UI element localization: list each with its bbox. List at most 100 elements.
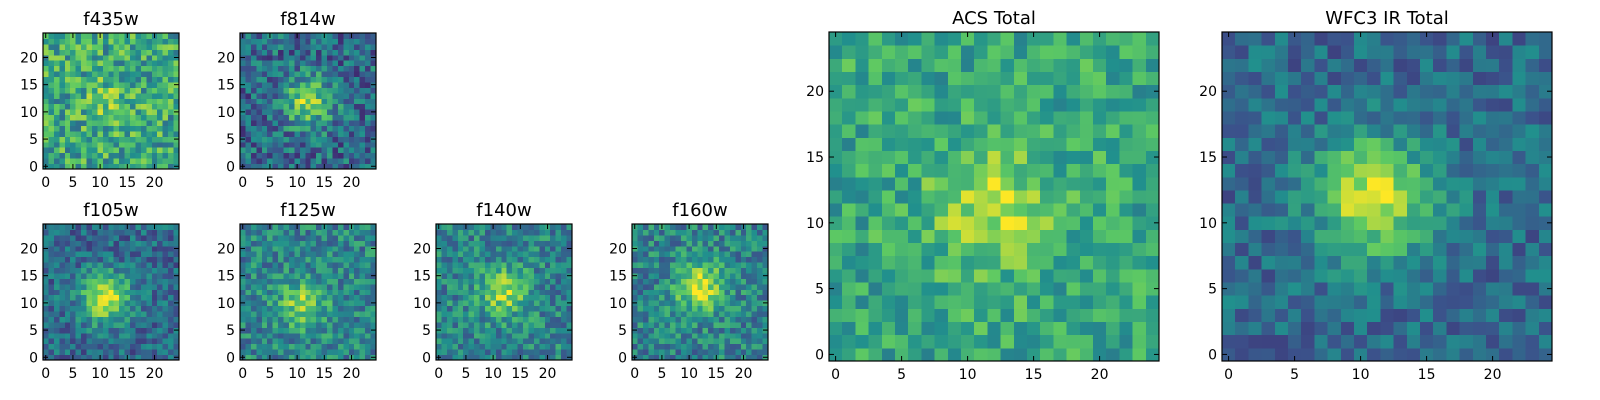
heatmap-cell	[1380, 268, 1395, 283]
heatmap-cell	[544, 262, 551, 269]
heatmap-cell	[495, 240, 502, 247]
heatmap-cell	[75, 125, 82, 132]
heatmap-cell	[102, 278, 109, 285]
heatmap-cell	[719, 267, 725, 274]
heatmap-cell	[130, 114, 136, 121]
heatmap-cell	[495, 300, 502, 307]
heatmap-cell	[544, 338, 551, 345]
heatmap-cell	[908, 308, 922, 323]
heatmap-cell	[1000, 229, 1015, 244]
heatmap-cell	[157, 327, 164, 334]
heatmap-cell	[256, 256, 263, 263]
heatmap-cell	[130, 38, 136, 45]
heatmap-cell	[108, 87, 115, 94]
heatmap-cell	[97, 98, 104, 105]
heatmap-cell	[75, 81, 82, 88]
heatmap-cell	[664, 229, 671, 236]
heatmap-cell	[53, 33, 60, 39]
heatmap-cell	[245, 256, 252, 263]
heatmap-cell	[463, 229, 470, 236]
heatmap-cell	[561, 289, 568, 296]
heatmap-cell	[294, 81, 301, 88]
heatmap-cell	[327, 229, 333, 236]
heatmap-cell	[75, 327, 82, 334]
heatmap-cell	[446, 251, 453, 258]
heatmap-cell	[81, 321, 88, 328]
heatmap-cell	[365, 311, 372, 317]
heatmap-cell	[1367, 150, 1381, 165]
heatmap-cell	[528, 289, 535, 296]
heatmap-cell	[53, 125, 60, 132]
heatmap-cell	[1314, 282, 1329, 296]
heatmap-cell	[97, 294, 104, 301]
heatmap-cell	[135, 229, 142, 236]
heatmap-cell	[947, 58, 962, 72]
heatmap-cell	[102, 125, 109, 132]
heatmap-cell	[119, 267, 126, 274]
heatmap-cell	[113, 38, 120, 45]
heatmap-cell	[719, 305, 725, 312]
heatmap-cell	[173, 283, 180, 290]
heatmap-cell	[729, 256, 736, 263]
heatmap-cell	[348, 316, 355, 323]
heatmap-cell	[539, 224, 546, 230]
heatmap-cell	[278, 136, 285, 143]
heatmap-cell	[272, 229, 279, 236]
heatmap-cell	[91, 283, 98, 290]
heatmap-cell	[332, 294, 339, 301]
heatmap-cell	[691, 240, 698, 247]
heatmap-cell	[135, 125, 142, 132]
heatmap-cell	[855, 97, 870, 112]
heatmap-cell	[1132, 203, 1147, 217]
heatmap-cell	[881, 124, 896, 138]
heatmap-cell	[240, 262, 246, 269]
heatmap-cell	[97, 38, 104, 45]
heatmap-cell	[974, 203, 988, 217]
heatmap-cell	[119, 71, 126, 78]
heatmap-cell	[974, 124, 988, 138]
heatmap-cell	[987, 229, 1002, 244]
heatmap-cell	[119, 38, 126, 45]
heatmap-cell	[157, 54, 164, 61]
heatmap-cell	[868, 321, 883, 336]
heatmap-cell	[102, 103, 109, 110]
heatmap-cell	[1406, 347, 1421, 362]
heatmap-cell	[659, 262, 666, 269]
heatmap-cell	[316, 229, 323, 236]
heatmap-cell	[1288, 242, 1302, 257]
heatmap-cell	[151, 245, 158, 252]
heatmap-cell	[539, 294, 546, 301]
heatmap-cell	[1274, 229, 1289, 244]
heatmap-cell	[168, 152, 175, 159]
heatmap-cell	[457, 234, 464, 241]
heatmap-cell	[555, 240, 562, 247]
heatmap-cell	[337, 262, 344, 269]
heatmap-cell	[934, 110, 949, 125]
heatmap-cell	[1235, 229, 1249, 244]
heatmap-cell	[332, 147, 339, 154]
heatmap-cell	[173, 256, 180, 263]
heatmap-cell	[168, 311, 175, 317]
heatmap-cell	[240, 349, 246, 356]
heatmap-cell	[310, 327, 317, 334]
heatmap-cell	[934, 334, 949, 349]
heatmap-cell	[691, 300, 698, 307]
heatmap-cell	[713, 343, 720, 350]
heatmap-cell	[1340, 216, 1355, 230]
heatmap-cell	[359, 272, 366, 279]
heatmap-cell	[124, 240, 131, 247]
heatmap-cell	[550, 240, 557, 247]
heatmap-cell	[1354, 255, 1368, 270]
heatmap-cell	[921, 321, 936, 336]
heatmap-cell	[119, 332, 126, 339]
heatmap-cell	[86, 289, 93, 296]
heatmap-cell	[337, 114, 344, 121]
heatmap-cell	[566, 262, 573, 269]
heatmap-cell	[86, 338, 93, 345]
heatmap-cell	[539, 349, 546, 356]
heatmap-cell	[1053, 176, 1068, 191]
heatmap-cell	[278, 332, 285, 339]
y-tick-label: 20	[217, 50, 235, 66]
heatmap-cell	[278, 316, 285, 323]
heatmap-cell	[43, 76, 49, 83]
